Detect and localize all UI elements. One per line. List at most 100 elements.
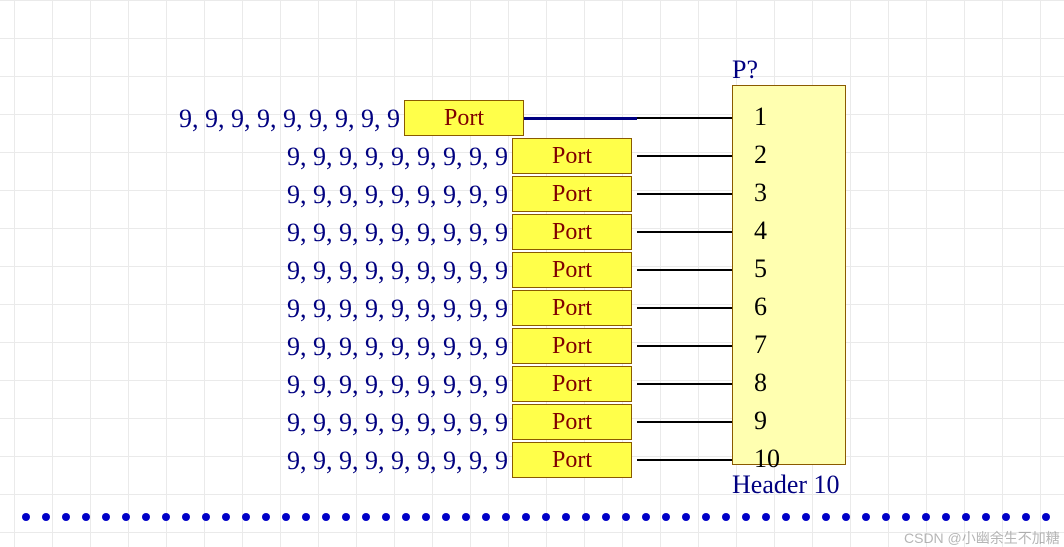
net-label[interactable]: 9, 9, 9, 9, 9, 9, 9, 9, 9 — [208, 446, 508, 476]
net-label[interactable]: 9, 9, 9, 9, 9, 9, 9, 9, 9 — [208, 180, 508, 210]
pin-line[interactable] — [637, 269, 732, 271]
dot — [822, 513, 830, 521]
dot — [462, 513, 470, 521]
pin-line[interactable] — [637, 307, 732, 309]
dot — [102, 513, 110, 521]
pin-number: 6 — [754, 292, 767, 322]
grid-line-v — [1002, 0, 1003, 547]
component-comment[interactable]: Header 10 — [732, 470, 840, 500]
watermark: CSDN @小幽余生不加糖 — [904, 528, 1060, 547]
dot — [82, 513, 90, 521]
component-body[interactable] — [732, 85, 846, 465]
dot — [182, 513, 190, 521]
pin-number: 2 — [754, 140, 767, 170]
net-label[interactable]: 9, 9, 9, 9, 9, 9, 9, 9, 9 — [208, 294, 508, 324]
pin-line[interactable] — [637, 459, 732, 461]
dot — [642, 513, 650, 521]
port[interactable]: Port — [404, 100, 524, 136]
pin-number: 7 — [754, 330, 767, 360]
net-label[interactable]: 9, 9, 9, 9, 9, 9, 9, 9, 9 — [208, 256, 508, 286]
grid-line-v — [660, 0, 661, 547]
pin-number: 3 — [754, 178, 767, 208]
dot — [1022, 513, 1030, 521]
dot — [202, 513, 210, 521]
port[interactable]: Port — [512, 214, 632, 250]
dot — [962, 513, 970, 521]
grid-line-v — [128, 0, 129, 547]
port[interactable]: Port — [512, 176, 632, 212]
dot — [702, 513, 710, 521]
net-label[interactable]: 9, 9, 9, 9, 9, 9, 9, 9, 9 — [208, 218, 508, 248]
dot — [362, 513, 370, 521]
pin-line[interactable] — [637, 155, 732, 157]
port[interactable]: Port — [512, 328, 632, 364]
dot — [322, 513, 330, 521]
pin-line[interactable] — [637, 345, 732, 347]
grid-line-h — [0, 494, 1064, 495]
dot — [502, 513, 510, 521]
dot — [222, 513, 230, 521]
dot — [242, 513, 250, 521]
port[interactable]: Port — [512, 366, 632, 402]
dot — [302, 513, 310, 521]
net-label[interactable]: 9, 9, 9, 9, 9, 9, 9, 9, 9 — [208, 408, 508, 438]
dot — [862, 513, 870, 521]
pin-number: 10 — [754, 444, 780, 474]
pin-line[interactable] — [637, 193, 732, 195]
dot — [442, 513, 450, 521]
grid-line-v — [52, 0, 53, 547]
dot — [742, 513, 750, 521]
pin-line[interactable] — [637, 383, 732, 385]
grid-line-v — [204, 0, 205, 547]
grid-line-v — [698, 0, 699, 547]
dot — [762, 513, 770, 521]
dot — [562, 513, 570, 521]
port[interactable]: Port — [512, 252, 632, 288]
port[interactable]: Port — [512, 290, 632, 326]
dot — [722, 513, 730, 521]
port[interactable]: Port — [512, 138, 632, 174]
dot — [42, 513, 50, 521]
pin-number: 5 — [754, 254, 767, 284]
dot — [542, 513, 550, 521]
grid-line-v — [1040, 0, 1041, 547]
grid-line-v — [14, 0, 15, 547]
dot — [622, 513, 630, 521]
grid-line-v — [508, 0, 509, 547]
dot — [262, 513, 270, 521]
dot — [522, 513, 530, 521]
dot — [902, 513, 910, 521]
grid-line-v — [888, 0, 889, 547]
wire[interactable] — [524, 117, 637, 120]
dot — [422, 513, 430, 521]
dot — [982, 513, 990, 521]
dot — [582, 513, 590, 521]
pin-line[interactable] — [637, 117, 732, 119]
dot — [62, 513, 70, 521]
dot — [682, 513, 690, 521]
grid-line-h — [0, 76, 1064, 77]
pin-line[interactable] — [637, 421, 732, 423]
dot — [482, 513, 490, 521]
pin-number: 8 — [754, 368, 767, 398]
grid-line-v — [166, 0, 167, 547]
dot — [1002, 513, 1010, 521]
dot — [602, 513, 610, 521]
dot — [922, 513, 930, 521]
dot — [842, 513, 850, 521]
dot — [402, 513, 410, 521]
pin-number: 9 — [754, 406, 767, 436]
port[interactable]: Port — [512, 442, 632, 478]
pin-number: 4 — [754, 216, 767, 246]
pin-line[interactable] — [637, 231, 732, 233]
port[interactable]: Port — [512, 404, 632, 440]
component-designator[interactable]: P? — [732, 55, 758, 85]
net-label[interactable]: 9, 9, 9, 9, 9, 9, 9, 9, 9 — [208, 370, 508, 400]
net-label[interactable]: 9, 9, 9, 9, 9, 9, 9, 9, 9 — [100, 104, 400, 134]
net-label[interactable]: 9, 9, 9, 9, 9, 9, 9, 9, 9 — [208, 332, 508, 362]
net-label[interactable]: 9, 9, 9, 9, 9, 9, 9, 9, 9 — [208, 142, 508, 172]
dot — [162, 513, 170, 521]
dot — [282, 513, 290, 521]
dot — [142, 513, 150, 521]
dot — [1042, 513, 1050, 521]
